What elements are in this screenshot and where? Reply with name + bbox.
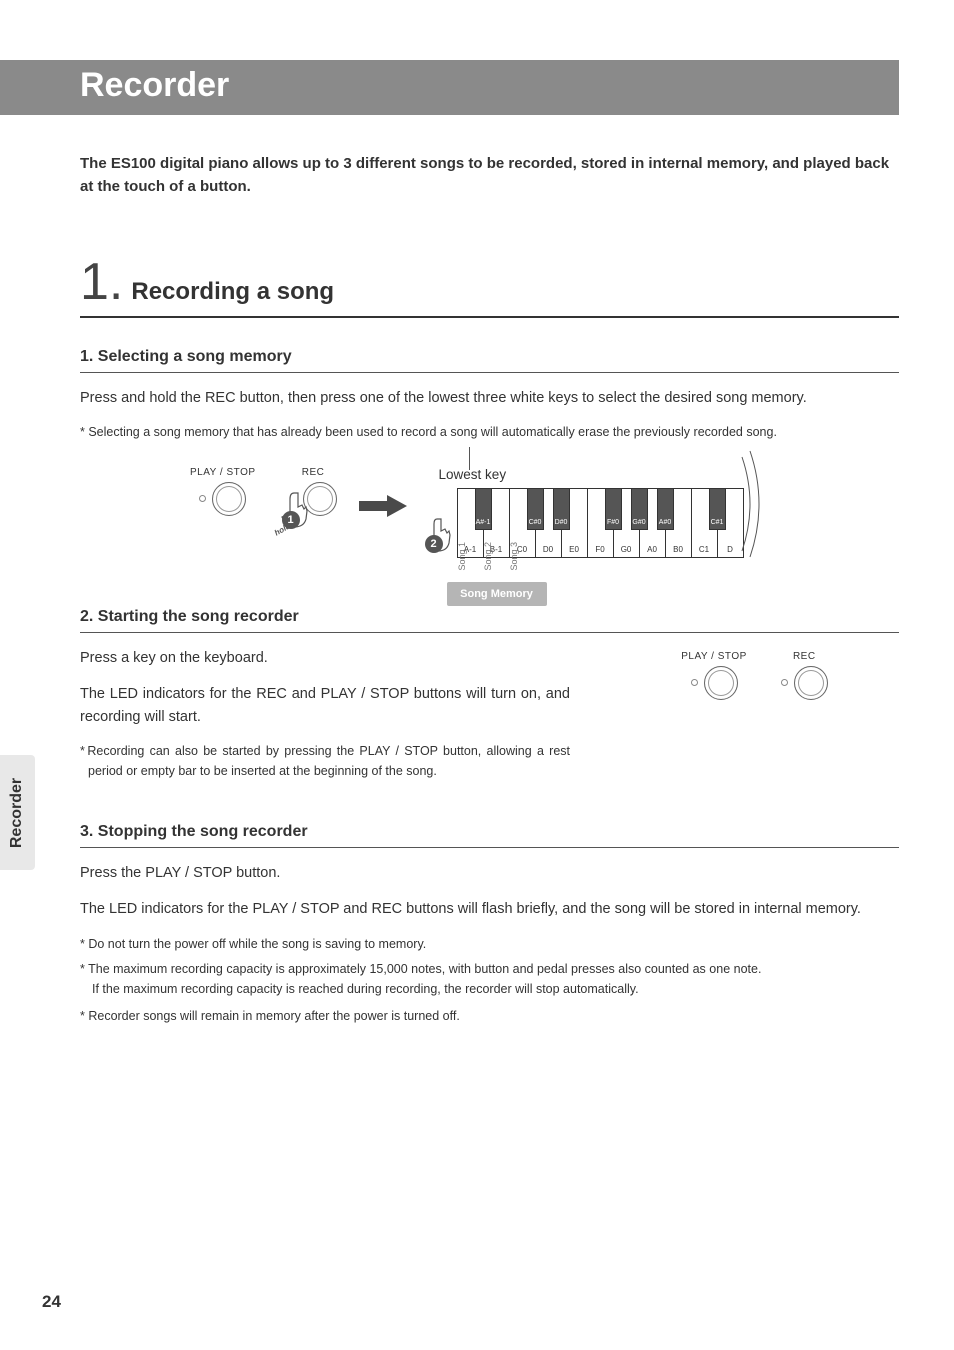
play-stop-label: PLAY / STOP — [681, 651, 747, 662]
step2-body1: Press a key on the keyboard. — [80, 647, 570, 669]
led-icon — [199, 495, 206, 502]
step3-body1: Press the PLAY / STOP button. — [80, 862, 899, 884]
step1-diagram: PLAY / STOP REC 1 hold — [190, 467, 899, 558]
step2-body2: The LED indicators for the REC and PLAY … — [80, 683, 570, 728]
song-memory-box: Song Memory — [447, 582, 547, 606]
side-tab: Recorder — [0, 755, 35, 870]
step-badge-2: 2 — [425, 535, 443, 553]
lowest-key-label: Lowest key — [439, 467, 744, 482]
hand-icon: 1 hold — [276, 489, 312, 529]
section-dot: . — [109, 252, 123, 312]
step3-body2: The LED indicators for the PLAY / STOP a… — [80, 898, 899, 920]
song-label: Song 1 — [457, 542, 483, 575]
round-button-icon — [704, 666, 738, 700]
black-key: C#0 — [527, 488, 544, 530]
step3-heading: 3. Stopping the song recorder — [80, 823, 899, 848]
step3-note3: * Recorder songs will remain in memory a… — [80, 1007, 899, 1026]
step2-diagram: PLAY / STOP REC — [610, 647, 899, 787]
black-key: D#0 — [553, 488, 570, 530]
black-key: A#0 — [657, 488, 674, 530]
step2-heading: 2. Starting the song recorder — [80, 608, 899, 633]
black-key: C#1 — [709, 488, 726, 530]
rec-label: REC — [793, 651, 816, 662]
step1-heading: 1. Selecting a song memory — [80, 348, 899, 373]
play-stop-button-diagram: PLAY / STOP — [681, 651, 747, 700]
page-number: 24 — [42, 1292, 61, 1312]
step3-note2a: * The maximum recording capacity is appr… — [80, 960, 899, 979]
step3-note2b: If the maximum recording capacity is rea… — [80, 980, 899, 999]
rec-button-diagram: REC 1 hold — [290, 467, 337, 516]
step3-note1: * Do not turn the power off while the so… — [80, 935, 899, 954]
section-heading: 1 . Recording a song — [80, 252, 899, 318]
round-button-icon — [212, 482, 246, 516]
step1-note: * Selecting a song memory that has alrea… — [80, 423, 899, 442]
pointer-line — [469, 447, 470, 470]
hand-icon: 2 — [421, 515, 455, 553]
black-key: F#0 — [605, 488, 622, 530]
step1-body: Press and hold the REC button, then pres… — [80, 387, 899, 409]
step-badge-1: 1 — [282, 511, 300, 529]
song-label: Song 2 — [483, 542, 509, 575]
round-button-icon — [794, 666, 828, 700]
play-stop-label: PLAY / STOP — [190, 467, 256, 478]
black-key: G#0 — [631, 488, 648, 530]
section-label: Recording a song — [131, 278, 334, 306]
keyboard-curve-icon — [740, 449, 770, 559]
led-icon — [781, 679, 788, 686]
song-label: Song 3 — [509, 542, 535, 575]
play-stop-button-diagram: PLAY / STOP — [190, 467, 256, 516]
page-title: Recorder — [0, 60, 899, 115]
step2-note: * Recording can also be started by press… — [80, 742, 570, 781]
led-icon — [691, 679, 698, 686]
rec-label: REC — [302, 467, 325, 478]
side-tab-label: Recorder — [9, 777, 27, 847]
arrow-icon — [359, 495, 407, 517]
section-number: 1 — [80, 259, 109, 306]
rec-button-diagram: REC — [781, 651, 828, 700]
black-key: A#-1 — [475, 488, 492, 530]
intro-text: The ES100 digital piano allows up to 3 d… — [80, 153, 899, 198]
keyboard-diagram: Lowest key A-1B-1C0D0E0F0G0A0B0C1DA#-1C#… — [429, 467, 744, 558]
